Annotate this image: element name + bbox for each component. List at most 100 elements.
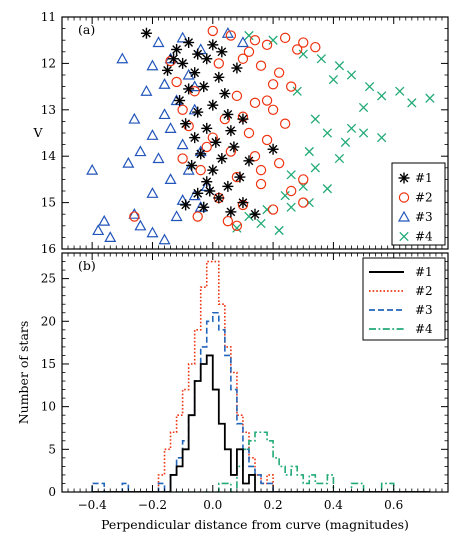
asterisk-stroke xyxy=(223,110,233,119)
triangle-shape xyxy=(176,31,189,43)
asterisk-stroke xyxy=(205,186,215,196)
point-series-2-34 xyxy=(279,118,291,129)
asterisk-stroke xyxy=(211,137,221,147)
x-stroke xyxy=(256,218,266,229)
circle-shape xyxy=(273,67,285,78)
circle-shape xyxy=(231,220,243,231)
x-stroke xyxy=(286,170,296,180)
x-stroke xyxy=(334,61,345,71)
circle-shape xyxy=(267,104,279,116)
circle-shape xyxy=(213,58,225,69)
x-tick-label: 0.4 xyxy=(324,498,343,512)
point-series-4-21 xyxy=(286,170,296,180)
point-series-1-22 xyxy=(210,136,222,148)
point-series-4-30 xyxy=(256,218,266,229)
triangle-shape xyxy=(92,224,105,236)
circle-shape xyxy=(249,35,261,46)
legend-a xyxy=(391,162,446,246)
circle-shape xyxy=(261,134,273,146)
point-series-2-17 xyxy=(243,127,255,139)
point-series-3-5 xyxy=(146,59,159,71)
circle-shape xyxy=(207,25,218,37)
point-series-1-12 xyxy=(183,83,195,95)
asterisk-stroke xyxy=(199,82,209,91)
asterisk-stroke xyxy=(169,54,178,64)
x-stroke xyxy=(425,93,435,103)
circle-shape xyxy=(261,95,273,106)
triangle-shape xyxy=(158,233,171,245)
x-tick-label: 0.6 xyxy=(384,498,403,512)
point-series-4-24 xyxy=(280,190,290,201)
x-stroke xyxy=(268,35,278,45)
point-series-1-18 xyxy=(180,118,192,130)
triangle-shape xyxy=(146,226,159,238)
point-series-2-2 xyxy=(249,35,261,46)
point-series-1-5 xyxy=(207,39,219,51)
asterisk-stroke xyxy=(163,65,172,75)
asterisk-stroke xyxy=(399,173,409,183)
point-series-4-6 xyxy=(364,81,375,92)
asterisk-stroke xyxy=(208,40,218,50)
point-series-1-41 xyxy=(204,185,216,197)
asterisk-stroke xyxy=(217,47,227,57)
triangle-shape xyxy=(170,210,183,222)
point-series-3-7 xyxy=(158,78,171,89)
point-series-3-13 xyxy=(146,129,159,140)
y-tick-label-a: 11 xyxy=(41,10,56,24)
point-series-2-31 xyxy=(222,215,234,227)
point-series-3-26 xyxy=(104,231,117,242)
asterisk-stroke xyxy=(223,181,233,191)
triangle-shape xyxy=(116,52,129,64)
y-tick-label-b: 10 xyxy=(41,400,56,414)
legend-a-marker-4 xyxy=(399,231,409,242)
point-series-2-23 xyxy=(195,164,206,176)
point-series-3-1 xyxy=(176,31,189,43)
x-stroke xyxy=(358,128,369,138)
asterisk-stroke xyxy=(142,28,151,38)
x-stroke xyxy=(244,30,254,41)
legend-b-label-1: #1 xyxy=(415,265,433,279)
point-series-3-30 xyxy=(170,210,183,222)
asterisk-stroke xyxy=(199,202,209,212)
x-stroke xyxy=(399,231,409,242)
asterisk-stroke xyxy=(208,165,218,175)
point-series-3-11 xyxy=(128,112,141,124)
circle-shape xyxy=(255,178,267,190)
point-series-4-20 xyxy=(310,163,320,173)
panel-b-histograms xyxy=(91,260,430,492)
point-series-2-36 xyxy=(243,46,255,58)
triangle-shape xyxy=(140,85,153,96)
triangle-shape xyxy=(397,210,411,222)
y-tick-label-a: 12 xyxy=(41,56,56,70)
circle-shape xyxy=(201,141,212,153)
x-stroke xyxy=(358,102,369,113)
x-stroke xyxy=(376,132,387,143)
point-series-2-33 xyxy=(298,174,309,185)
point-series-4-31 xyxy=(274,225,284,236)
point-series-2-13 xyxy=(249,97,261,109)
legend-a-label-1: #1 xyxy=(415,171,433,185)
point-series-1-6 xyxy=(216,46,228,58)
point-series-4-5 xyxy=(346,70,357,80)
circle-shape xyxy=(279,118,291,129)
x-stroke xyxy=(304,146,314,157)
point-series-1-11 xyxy=(198,81,210,93)
circle-shape xyxy=(267,79,279,90)
x-stroke xyxy=(364,81,375,92)
point-series-1-40 xyxy=(237,113,249,125)
triangle-shape xyxy=(152,36,165,48)
x-axis-label: Perpendicular distance from curve (magni… xyxy=(101,517,409,532)
asterisk-stroke xyxy=(175,96,184,105)
circle-shape xyxy=(285,185,297,197)
point-series-1-31 xyxy=(192,187,204,199)
point-series-2-6 xyxy=(298,37,309,48)
point-series-1-30 xyxy=(222,180,234,192)
point-series-1-2 xyxy=(183,37,195,49)
x-stroke xyxy=(292,86,302,96)
asterisk-stroke xyxy=(217,154,227,163)
y-axis-label-a: V xyxy=(32,125,43,140)
point-series-4-16 xyxy=(340,137,351,147)
y-tick-label-a: 15 xyxy=(41,196,56,210)
circle-shape xyxy=(222,215,234,227)
point-series-2-10 xyxy=(171,76,182,88)
